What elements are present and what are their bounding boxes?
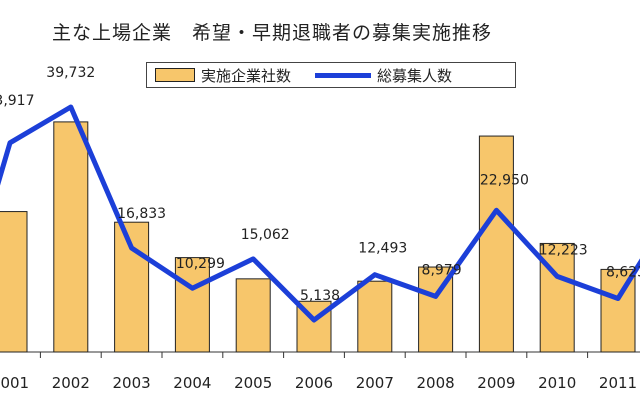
legend: 実施企業社数 総募集人数 (146, 62, 516, 88)
bar-2005 (235, 278, 271, 353)
bar-2003 (114, 221, 150, 353)
series-line-total (0, 104, 640, 323)
x-tick-label-2010: 2010 (538, 374, 576, 392)
line-data-label-2010: 12,223 (539, 242, 588, 258)
x-tick-label-2009: 2009 (477, 374, 515, 392)
x-tick-label-2008: 2008 (417, 374, 455, 392)
legend-item-line: 総募集人数 (299, 65, 452, 86)
bar-2009 (478, 135, 514, 353)
legend-label-bars: 実施企業社数 (201, 66, 292, 85)
x-tick-label-2011: 2011 (599, 374, 637, 392)
chart-title: 主な上場企業 希望・早期退職者の募集実施推移 (52, 22, 493, 44)
x-tick-label-2003: 2003 (113, 374, 151, 392)
line-data-label-2005: 15,062 (241, 227, 290, 243)
line-data-label-2008: 8,979 (422, 262, 462, 278)
legend-label-line: 総募集人数 (377, 66, 453, 85)
line-data-label-2002: 39,732 (46, 65, 95, 81)
line-data-label-2001: 33,917 (0, 93, 35, 109)
x-tick-label-2004: 2004 (173, 374, 211, 392)
legend-item-bars: 実施企業社数 (155, 65, 291, 86)
bar-2007 (357, 280, 393, 353)
line-data-label-2003: 16,833 (117, 206, 166, 222)
x-tick-label-2005: 2005 (234, 374, 272, 392)
legend-swatch-line (315, 72, 372, 78)
line-data-label-2009: 22,950 (480, 172, 529, 188)
line-data-label-2011: 8,623 (606, 265, 640, 281)
x-tick-label-2007: 2007 (356, 374, 394, 392)
bar-2001 (0, 211, 28, 353)
line-data-label-2006: 5,138 (300, 288, 340, 304)
line-data-label-2004: 10,299 (176, 256, 225, 272)
line-data-label-2007: 12,493 (358, 241, 407, 257)
bar-2010 (539, 242, 575, 353)
x-tick-label-2006: 2006 (295, 374, 333, 392)
x-tick-label-2002: 2002 (52, 374, 90, 392)
bar-2002 (53, 121, 89, 353)
legend-swatch-bars (155, 68, 195, 82)
bar-2004 (174, 257, 210, 353)
x-tick-label-2001: 2001 (0, 374, 29, 392)
